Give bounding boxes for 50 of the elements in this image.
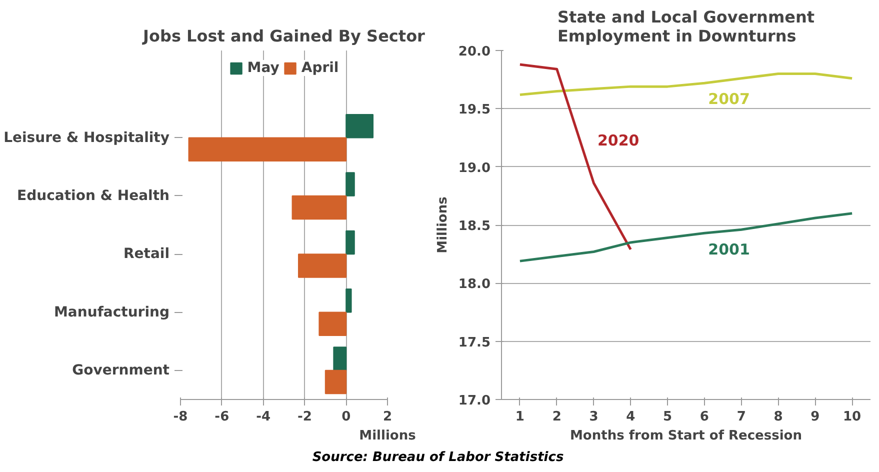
legend-label: April [301, 60, 339, 76]
x-tick-label: 4 [626, 410, 636, 424]
bar [292, 195, 347, 220]
y-tick-label: 19.0 [458, 160, 491, 176]
x-tick-label: 6 [700, 410, 709, 424]
y-tick-label: Retail [123, 246, 170, 262]
y-tick-label: 18.0 [458, 277, 491, 292]
bar [333, 346, 347, 371]
x-tick-label: -8 [173, 410, 188, 424]
chart-title: Jobs Lost and Gained By Sector [142, 26, 426, 46]
y-tick-label: Government [72, 362, 170, 378]
x-tick-label: 1 [515, 410, 524, 424]
x-tick-label: -6 [214, 410, 230, 424]
x-tick-label: 2 [382, 410, 392, 424]
y-tick-label: 18.5 [458, 219, 491, 234]
y-tick-label: 17.0 [458, 394, 491, 408]
legend-label: May [247, 60, 280, 76]
y-axis-title: Millions [435, 196, 450, 254]
y-tick-label: 20.0 [458, 44, 491, 60]
bar [318, 312, 347, 336]
x-tick-label: 2 [552, 410, 562, 424]
bar [346, 172, 355, 196]
series-label: 2007 [708, 90, 750, 108]
y-tick-label: 17.5 [458, 335, 491, 350]
chart-title: State and Local Government Employment in Downturns [557, 8, 815, 46]
y-tick-label: 19.5 [458, 102, 491, 118]
x-tick-label: 0 [342, 410, 351, 424]
x-tick-label: -4 [256, 410, 271, 424]
x-tick-label: 7 [736, 410, 746, 424]
bar [298, 254, 347, 278]
bar [324, 370, 347, 394]
bar [346, 230, 355, 255]
x-tick-label: 10 [843, 410, 862, 424]
x-tick-label: 8 [774, 410, 783, 424]
x-tick-label: 5 [663, 410, 672, 424]
series-label: 2020 [597, 131, 640, 150]
x-tick-label: 3 [589, 410, 598, 424]
y-tick-label: Leisure & Hospitality [4, 130, 170, 146]
bar [346, 114, 374, 138]
bar [188, 137, 347, 162]
x-tick-label: -2 [297, 410, 312, 424]
y-tick-label: Education & Health [17, 188, 170, 204]
x-axis-title: Millions [359, 428, 416, 444]
x-axis-title: Months from Start of Recession [570, 428, 802, 444]
series-label: 2001 [708, 240, 750, 259]
bar [346, 288, 352, 313]
y-tick-label: Manufacturing [54, 304, 170, 320]
source-note: Source: Bureau of Labor Statistics [312, 450, 564, 465]
x-tick-label: 9 [810, 410, 820, 424]
line-series [518, 212, 854, 262]
